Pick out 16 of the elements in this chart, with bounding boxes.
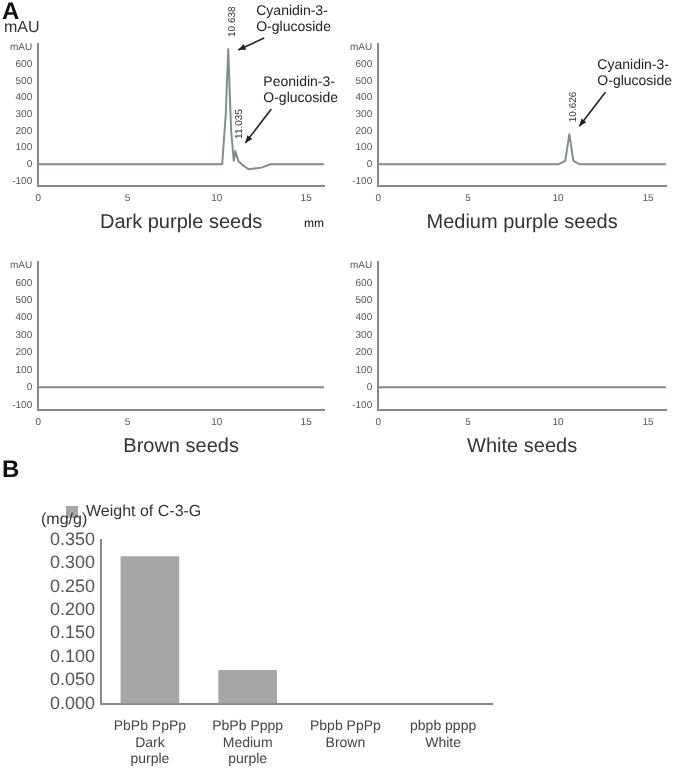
y-tick-label: 0.300 [49,552,96,573]
y-tick-label: 0.050 [49,669,96,690]
x-axis-title: Brown seeds [123,435,239,458]
text: B [2,454,20,483]
y-tick-label: 0.150 [49,622,96,643]
y-tick-label: 0.200 [49,599,96,620]
y-tick-label: 0.250 [49,575,96,596]
x-axis-title: White seeds [467,435,578,458]
y-tick-label: 0.350 [49,528,96,549]
legend-label: Weight of C-3-G [86,502,202,521]
x-axis-title: Dark purple seeds [99,211,263,234]
y-tick-label: 0.000 [49,692,96,713]
y-tick-label: 0.100 [49,645,96,666]
y-axis-title: (mg/g) [41,510,88,529]
x-axis-title: Medium purple seeds [426,211,618,234]
text: A [2,0,20,25]
